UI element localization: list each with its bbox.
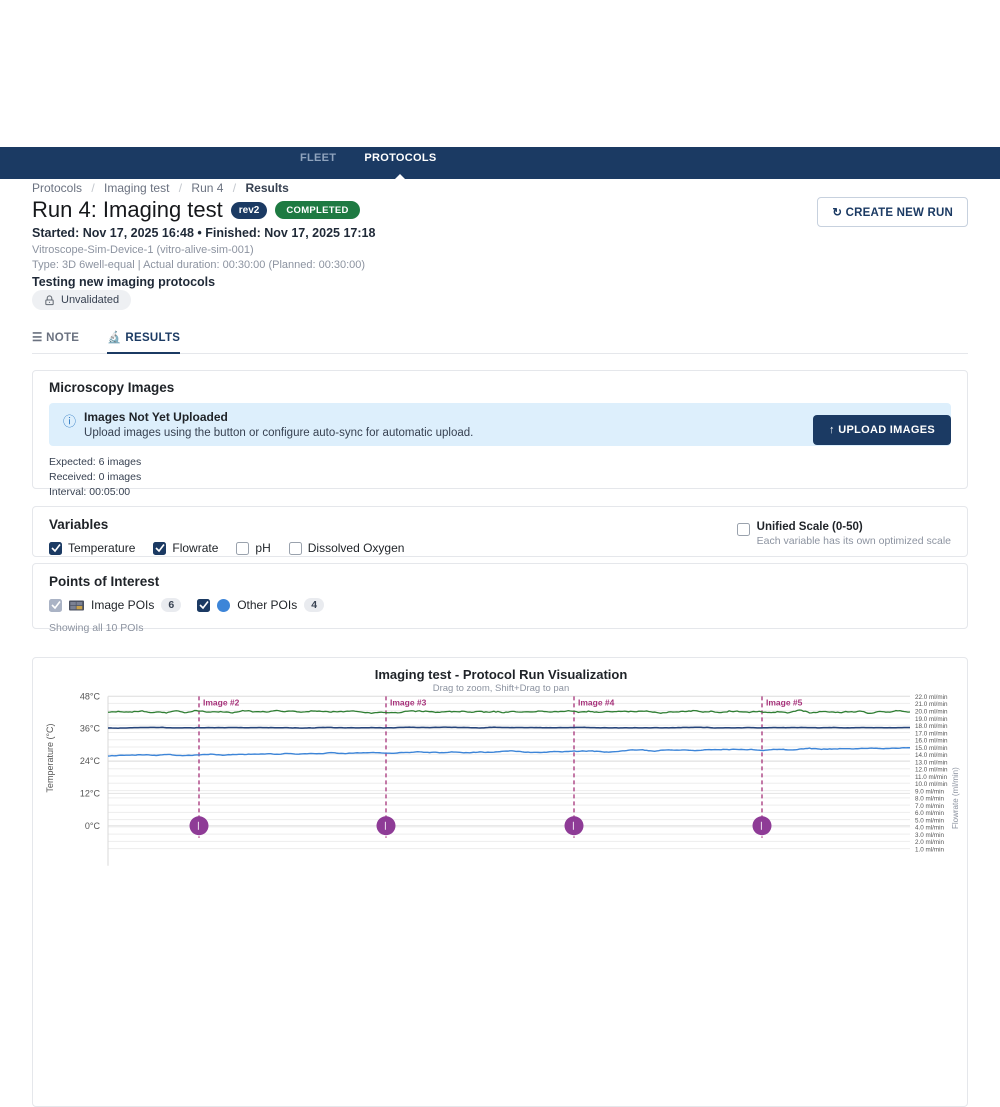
- svg-text:11.0 ml/min: 11.0 ml/min: [915, 774, 948, 781]
- svg-text:0°C: 0°C: [85, 821, 101, 831]
- svg-text:13.0 ml/min: 13.0 ml/min: [915, 759, 948, 766]
- svg-text:10.0 ml/min: 10.0 ml/min: [915, 781, 948, 788]
- svg-text:Image #2: Image #2: [203, 697, 240, 707]
- svg-text:21.0 ml/min: 21.0 ml/min: [915, 701, 948, 708]
- svg-text:Image #3: Image #3: [390, 697, 427, 707]
- svg-text:Temperature (°C): Temperature (°C): [45, 723, 55, 792]
- svg-text:1.0 ml/min: 1.0 ml/min: [915, 846, 945, 853]
- svg-text:2.0 ml/min: 2.0 ml/min: [915, 839, 945, 846]
- svg-text:24°C: 24°C: [80, 756, 101, 766]
- svg-text:12.0 ml/min: 12.0 ml/min: [915, 767, 948, 774]
- svg-text:3.0 ml/min: 3.0 ml/min: [915, 832, 945, 839]
- svg-text:8.0 ml/min: 8.0 ml/min: [915, 796, 945, 803]
- svg-text:20.0 ml/min: 20.0 ml/min: [915, 708, 948, 715]
- svg-text:7.0 ml/min: 7.0 ml/min: [915, 803, 945, 810]
- svg-text:Image #4: Image #4: [578, 697, 615, 707]
- svg-text:9.0 ml/min: 9.0 ml/min: [915, 788, 945, 795]
- svg-text:18.0 ml/min: 18.0 ml/min: [915, 723, 948, 730]
- svg-text:19.0 ml/min: 19.0 ml/min: [915, 716, 948, 723]
- svg-text:14.0 ml/min: 14.0 ml/min: [915, 752, 948, 759]
- svg-text:17.0 ml/min: 17.0 ml/min: [915, 730, 948, 737]
- svg-text:Image #5: Image #5: [766, 697, 803, 707]
- svg-text:15.0 ml/min: 15.0 ml/min: [915, 745, 948, 752]
- svg-text:6.0 ml/min: 6.0 ml/min: [915, 810, 945, 817]
- svg-text:12°C: 12°C: [80, 788, 101, 798]
- svg-text:22.0 ml/min: 22.0 ml/min: [915, 694, 948, 701]
- svg-text:16.0 ml/min: 16.0 ml/min: [915, 738, 948, 745]
- svg-text:36°C: 36°C: [80, 724, 101, 734]
- svg-text:4.0 ml/min: 4.0 ml/min: [915, 825, 945, 832]
- svg-text:5.0 ml/min: 5.0 ml/min: [915, 817, 945, 824]
- svg-text:48°C: 48°C: [80, 691, 101, 701]
